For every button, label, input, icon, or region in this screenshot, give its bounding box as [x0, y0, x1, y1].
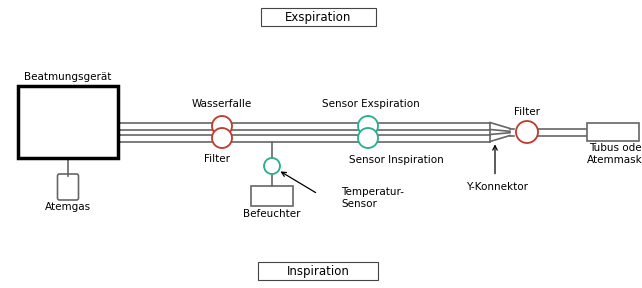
Circle shape	[212, 116, 232, 136]
Circle shape	[358, 128, 378, 148]
FancyBboxPatch shape	[58, 174, 78, 200]
Text: Beatmungsgerät: Beatmungsgerät	[24, 72, 112, 82]
Text: Tubus oder
Atemmaske: Tubus oder Atemmaske	[587, 143, 642, 165]
Text: Filter: Filter	[514, 107, 540, 117]
Circle shape	[358, 116, 378, 136]
Text: Inspiration: Inspiration	[286, 264, 349, 278]
Text: Atemgas: Atemgas	[45, 202, 91, 212]
Text: Wasserfalle: Wasserfalle	[192, 99, 252, 109]
Circle shape	[264, 158, 280, 174]
Text: Temperatur-
Sensor: Temperatur- Sensor	[341, 187, 404, 209]
Bar	[261, 8, 376, 26]
Text: Filter: Filter	[204, 154, 230, 164]
Text: Exspiration: Exspiration	[285, 10, 352, 24]
Text: Befeuchter: Befeuchter	[243, 209, 300, 219]
Circle shape	[516, 121, 538, 143]
Bar	[258, 262, 378, 280]
Bar	[587, 123, 639, 141]
Circle shape	[212, 128, 232, 148]
Text: Sensor Inspiration: Sensor Inspiration	[349, 155, 444, 165]
Text: Sensor Exspiration: Sensor Exspiration	[322, 99, 420, 109]
Bar	[251, 186, 293, 206]
Text: Y-Konnektor: Y-Konnektor	[466, 181, 528, 192]
Bar	[18, 86, 118, 158]
